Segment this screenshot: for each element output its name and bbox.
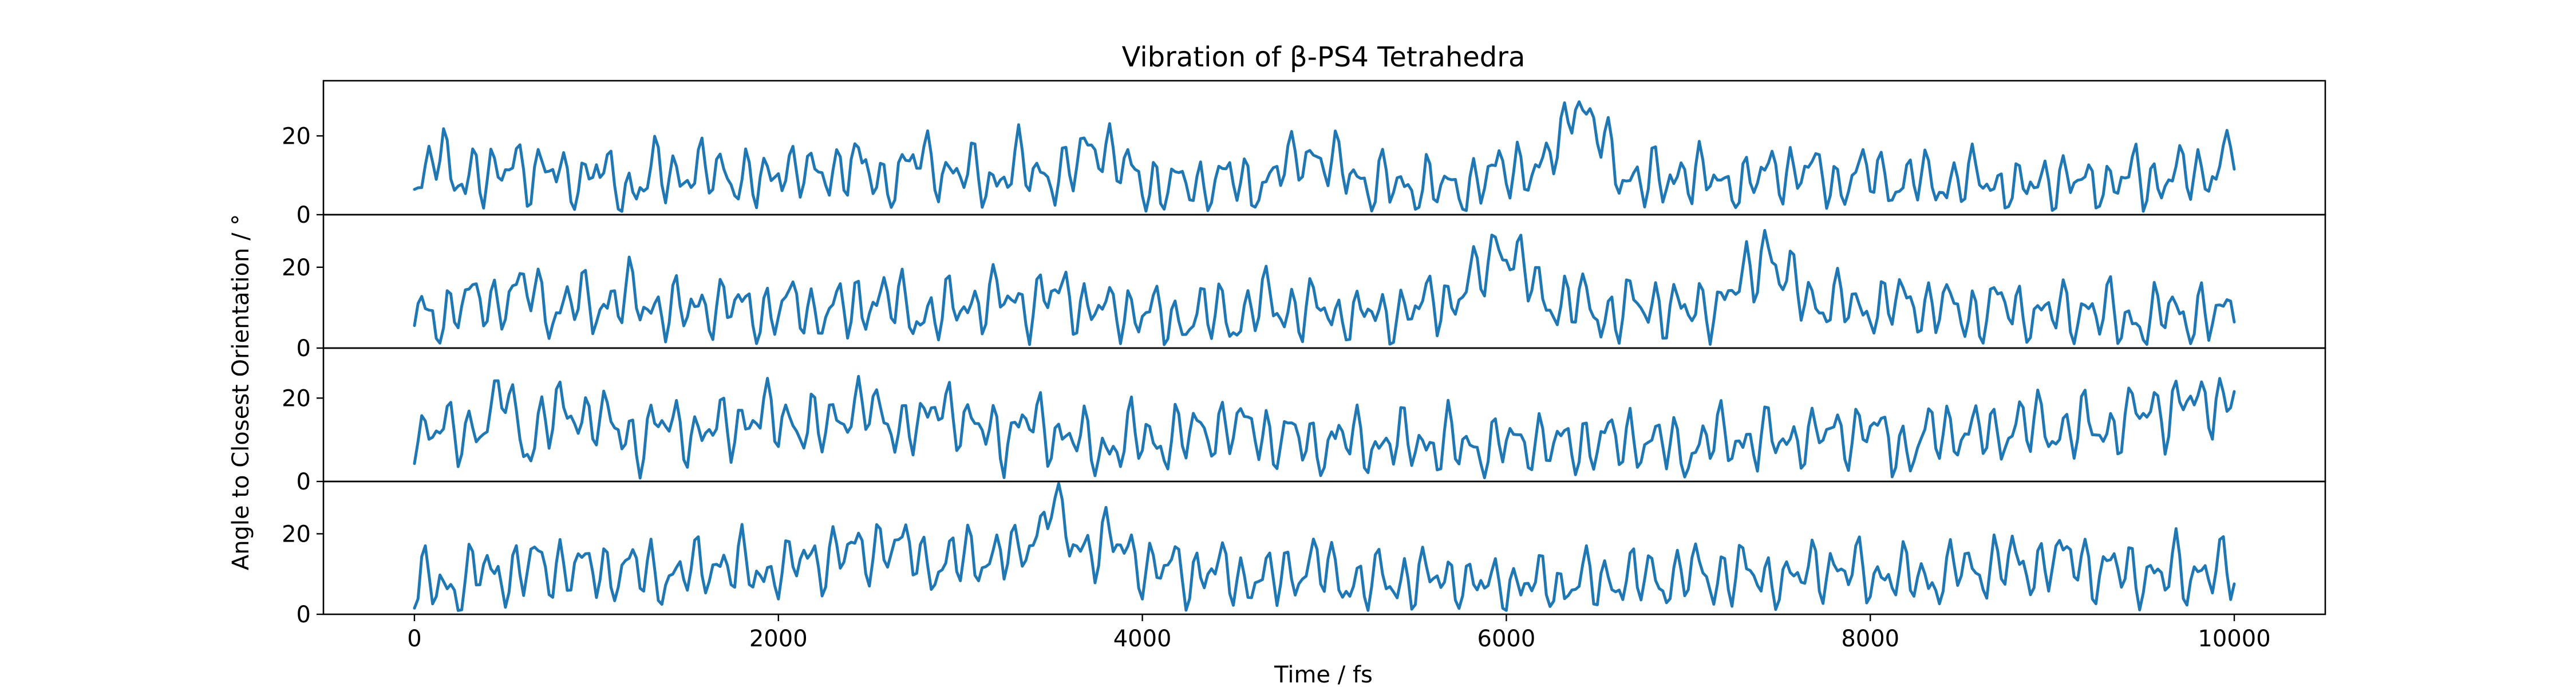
series-line-panel-3	[413, 374, 2236, 480]
chart-title: Vibration of β-PS4 Tetrahedra	[1122, 41, 1526, 73]
axes-frame-panel-4	[322, 480, 2326, 615]
y-tick-label: 20	[282, 521, 311, 547]
y-tick-label: 20	[282, 385, 311, 412]
y-tick-label: 0	[297, 335, 311, 362]
x-tick-label: 6000	[1477, 626, 1536, 652]
panel-4: 0 20	[282, 480, 2326, 628]
y-tick-label: 0	[297, 202, 311, 228]
y-tick-label: 20	[282, 255, 311, 281]
x-tick-label: 8000	[1841, 626, 1899, 652]
y-tick-label: 0	[297, 469, 311, 495]
series-line-panel-1	[413, 100, 2236, 213]
x-tick-label: 10000	[2198, 626, 2270, 652]
plot-area: 0 20 0 20 0 20 0 20 0 2000 4000 6000 8000 10000	[282, 80, 2326, 652]
y-axis-label: Angle to Closest Orientation / °	[228, 214, 254, 570]
x-tick-label: 0	[407, 626, 421, 652]
series-line-panel-4	[413, 482, 2236, 612]
x-axis-label: Time / fs	[1274, 662, 1373, 687]
y-tick-label: 20	[282, 123, 311, 149]
x-tick-label: 4000	[1113, 626, 1172, 652]
y-tick-label: 0	[297, 602, 311, 628]
series-line-panel-2	[413, 228, 2236, 346]
x-tick-label: 2000	[749, 626, 808, 652]
